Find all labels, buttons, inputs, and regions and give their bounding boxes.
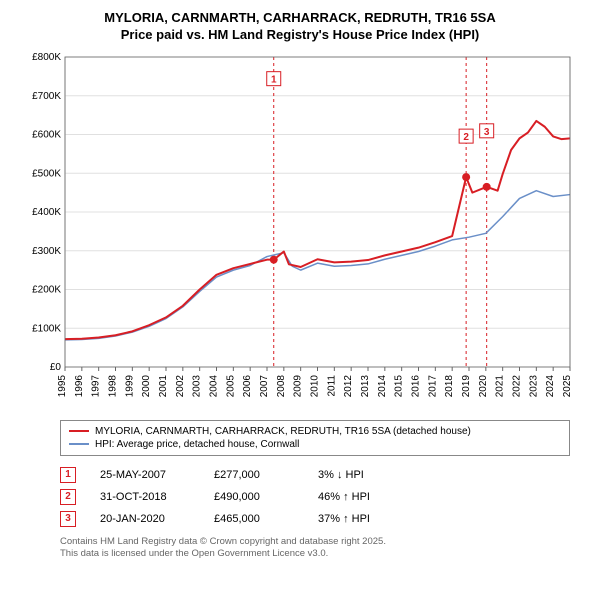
svg-text:2021: 2021 bbox=[495, 374, 506, 397]
svg-text:2023: 2023 bbox=[528, 374, 539, 397]
callout-delta: 3% ↓ HPI bbox=[318, 469, 408, 481]
svg-text:1995: 1995 bbox=[57, 374, 68, 397]
callout-table: 1 25-MAY-2007 £277,000 3% ↓ HPI 2 31-OCT-2018… bbox=[60, 464, 570, 530]
svg-text:2015: 2015 bbox=[394, 374, 405, 397]
svg-text:2006: 2006 bbox=[242, 374, 253, 397]
svg-text:2002: 2002 bbox=[175, 374, 186, 397]
svg-text:2012: 2012 bbox=[343, 374, 354, 397]
svg-text:£800K: £800K bbox=[32, 52, 61, 63]
svg-text:2013: 2013 bbox=[360, 374, 371, 397]
svg-text:2011: 2011 bbox=[326, 374, 337, 396]
chart-title: MYLORIA, CARNMARTH, CARHARRACK, REDRUTH,… bbox=[10, 10, 590, 44]
line-chart: £0 £100K £200K £300K £400K £500K £600K £700K £80… bbox=[20, 52, 580, 412]
svg-text:2022: 2022 bbox=[512, 374, 523, 397]
attribution-line-2: This data is licensed under the Open Gov… bbox=[60, 548, 570, 560]
svg-text:£500K: £500K bbox=[32, 168, 61, 179]
callout-price: £277,000 bbox=[214, 469, 294, 481]
svg-text:2009: 2009 bbox=[293, 374, 304, 397]
svg-text:2005: 2005 bbox=[225, 374, 236, 397]
callout-badge: 2 bbox=[60, 489, 76, 505]
callout-row: 1 25-MAY-2007 £277,000 3% ↓ HPI bbox=[60, 464, 570, 486]
callout-row: 3 20-JAN-2020 £465,000 37% ↑ HPI bbox=[60, 508, 570, 530]
legend-item: HPI: Average price, detached house, Corn… bbox=[69, 438, 561, 451]
svg-text:2010: 2010 bbox=[310, 374, 321, 397]
svg-text:1998: 1998 bbox=[108, 374, 119, 397]
svg-text:£100K: £100K bbox=[32, 323, 61, 334]
callout-date: 20-JAN-2020 bbox=[100, 513, 190, 525]
svg-text:1999: 1999 bbox=[124, 374, 135, 397]
callout-date: 25-MAY-2007 bbox=[100, 469, 190, 481]
svg-text:£700K: £700K bbox=[32, 91, 61, 102]
svg-text:2024: 2024 bbox=[545, 374, 556, 397]
svg-text:1997: 1997 bbox=[91, 374, 102, 397]
svg-text:2014: 2014 bbox=[377, 374, 388, 397]
callout-badge: 3 bbox=[60, 511, 76, 527]
svg-text:1996: 1996 bbox=[74, 374, 85, 397]
legend-swatch bbox=[69, 430, 89, 432]
attribution-line-1: Contains HM Land Registry data © Crown c… bbox=[60, 536, 570, 548]
svg-text:3: 3 bbox=[484, 127, 490, 138]
svg-text:2: 2 bbox=[463, 132, 469, 143]
svg-text:2003: 2003 bbox=[192, 374, 203, 397]
svg-text:2008: 2008 bbox=[276, 374, 287, 397]
svg-text:2025: 2025 bbox=[562, 374, 573, 397]
svg-text:2017: 2017 bbox=[427, 374, 438, 397]
svg-text:2007: 2007 bbox=[259, 374, 270, 397]
svg-text:2001: 2001 bbox=[158, 374, 169, 397]
chart-container: MYLORIA, CARNMARTH, CARHARRACK, REDRUTH,… bbox=[0, 0, 600, 570]
legend-label: HPI: Average price, detached house, Corn… bbox=[95, 439, 299, 450]
callout-row: 2 31-OCT-2018 £490,000 46% ↑ HPI bbox=[60, 486, 570, 508]
callout-price: £490,000 bbox=[214, 491, 294, 503]
chart-svg: £0 £100K £200K £300K £400K £500K £600K £700K £80… bbox=[20, 52, 580, 412]
callout-price: £465,000 bbox=[214, 513, 294, 525]
callout-delta: 46% ↑ HPI bbox=[318, 491, 408, 503]
svg-text:2018: 2018 bbox=[444, 374, 455, 397]
svg-text:£400K: £400K bbox=[32, 207, 61, 218]
callout-delta: 37% ↑ HPI bbox=[318, 513, 408, 525]
svg-text:2016: 2016 bbox=[411, 374, 422, 397]
legend-label: MYLORIA, CARNMARTH, CARHARRACK, REDRUTH,… bbox=[95, 426, 471, 437]
svg-text:2019: 2019 bbox=[461, 374, 472, 397]
legend-swatch bbox=[69, 443, 89, 445]
title-line-1: MYLORIA, CARNMARTH, CARHARRACK, REDRUTH,… bbox=[10, 10, 590, 27]
svg-text:2020: 2020 bbox=[478, 374, 489, 397]
legend-item: MYLORIA, CARNMARTH, CARHARRACK, REDRUTH,… bbox=[69, 425, 561, 438]
legend: MYLORIA, CARNMARTH, CARHARRACK, REDRUTH,… bbox=[60, 420, 570, 456]
svg-text:2004: 2004 bbox=[209, 374, 220, 397]
svg-text:£300K: £300K bbox=[32, 246, 61, 257]
svg-text:£0: £0 bbox=[50, 362, 62, 373]
callout-date: 31-OCT-2018 bbox=[100, 491, 190, 503]
attribution: Contains HM Land Registry data © Crown c… bbox=[60, 536, 570, 561]
svg-text:£600K: £600K bbox=[32, 129, 61, 140]
svg-text:£200K: £200K bbox=[32, 284, 61, 295]
title-line-2: Price paid vs. HM Land Registry's House … bbox=[10, 27, 590, 44]
svg-text:1: 1 bbox=[271, 74, 277, 85]
callout-badge: 1 bbox=[60, 467, 76, 483]
svg-text:2000: 2000 bbox=[141, 374, 152, 397]
